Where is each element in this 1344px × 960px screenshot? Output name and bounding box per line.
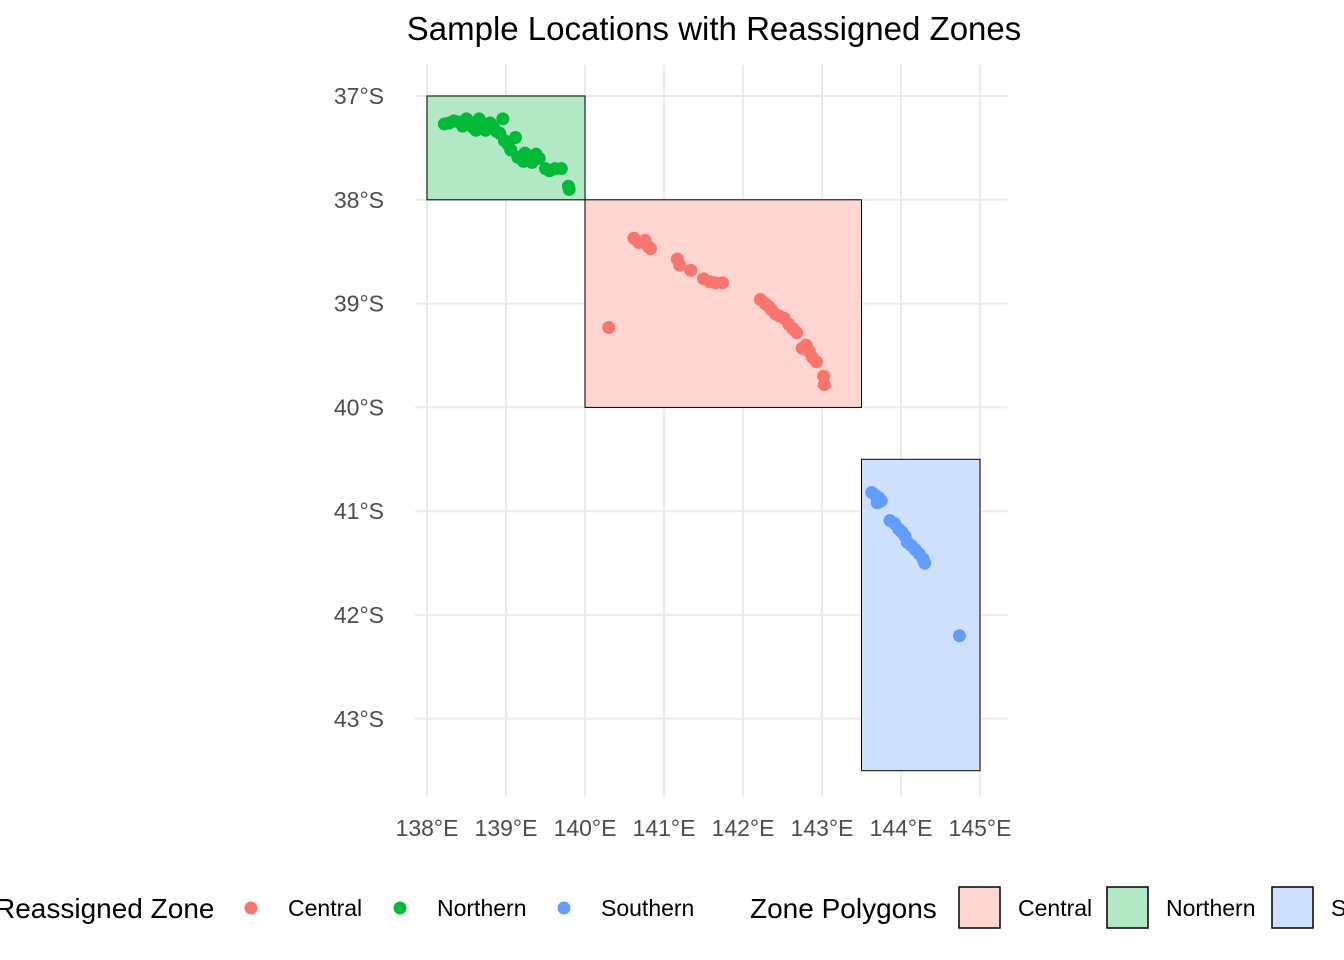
- x-tick-label-2: 140°E: [554, 815, 617, 841]
- legend-polygon-label-northern: Northern: [1166, 895, 1255, 921]
- y-tick-label-1: 38°S: [334, 187, 384, 213]
- point-northern-23: [518, 146, 532, 160]
- legend-polygon-key-central: [958, 886, 1001, 929]
- x-tick-label-0: 138°E: [396, 815, 459, 841]
- x-tick-label-6: 144°E: [870, 815, 933, 841]
- legend-point-label-central: Central: [288, 895, 362, 921]
- legend-polygons-title: Zone Polygons: [750, 893, 937, 924]
- legend-polygon-key-northern: [1106, 886, 1149, 929]
- y-tick-label-4: 41°S: [334, 498, 384, 524]
- x-axis-ticks: 138°E 139°E 140°E 141°E 142°E 143°E 144°E 145°E: [396, 815, 1012, 841]
- legend-point-label-northern: Northern: [437, 895, 526, 921]
- legend-points-title: Reassigned Zone: [0, 893, 214, 924]
- point-northern-16: [496, 112, 510, 126]
- chart-title: Sample Locations with Reassigned Zones: [407, 10, 1022, 47]
- legend-reassigned-zone: Reassigned Zone Central Northern Southern: [0, 893, 694, 924]
- point-central-27: [809, 355, 823, 369]
- y-tick-label-2: 39°S: [334, 291, 384, 317]
- zone-polygons: [426, 95, 981, 772]
- legend-point-label-southern: Southern: [601, 895, 694, 921]
- y-tick-label-0: 37°S: [334, 83, 384, 109]
- point-central-11: [715, 276, 729, 290]
- sample-points: [437, 112, 966, 643]
- legend-polygon-label-southern: Southern: [1331, 895, 1344, 921]
- x-tick-label-7: 145°E: [949, 815, 1012, 841]
- point-northern-30: [554, 162, 568, 176]
- x-tick-label-3: 141°E: [633, 815, 696, 841]
- point-central-4: [644, 242, 658, 256]
- legend-point-key-northern: [393, 901, 407, 915]
- y-axis-ticks: 37°S 38°S 39°S 40°S 41°S 42°S 43°S: [334, 83, 384, 732]
- point-southern-16: [952, 629, 966, 643]
- point-northern-20: [508, 131, 522, 145]
- x-tick-label-4: 142°E: [712, 815, 775, 841]
- zone-polygon-southern: [861, 458, 981, 772]
- legend-zone-polygons: Zone Polygons Central Northern Southern: [750, 886, 1344, 929]
- legend-polygon-label-central: Central: [1018, 895, 1092, 921]
- y-tick-label-5: 42°S: [334, 602, 384, 628]
- point-central-7: [684, 263, 698, 277]
- point-southern-15: [918, 556, 932, 570]
- point-central-22: [790, 326, 804, 340]
- point-central-29: [817, 378, 831, 392]
- point-northern-32: [562, 182, 576, 196]
- legend-point-key-central: [244, 901, 258, 915]
- point-northern-26: [532, 151, 546, 165]
- y-tick-label-6: 43°S: [334, 706, 384, 732]
- point-southern-4: [870, 496, 884, 510]
- point-central-12: [602, 320, 616, 334]
- point-central-6: [673, 258, 687, 272]
- legend-point-key-southern: [557, 901, 571, 915]
- legend-polygon-key-southern: [1271, 886, 1314, 929]
- x-tick-label-1: 139°E: [475, 815, 538, 841]
- x-tick-label-5: 143°E: [791, 815, 854, 841]
- y-tick-label-3: 40°S: [334, 394, 384, 420]
